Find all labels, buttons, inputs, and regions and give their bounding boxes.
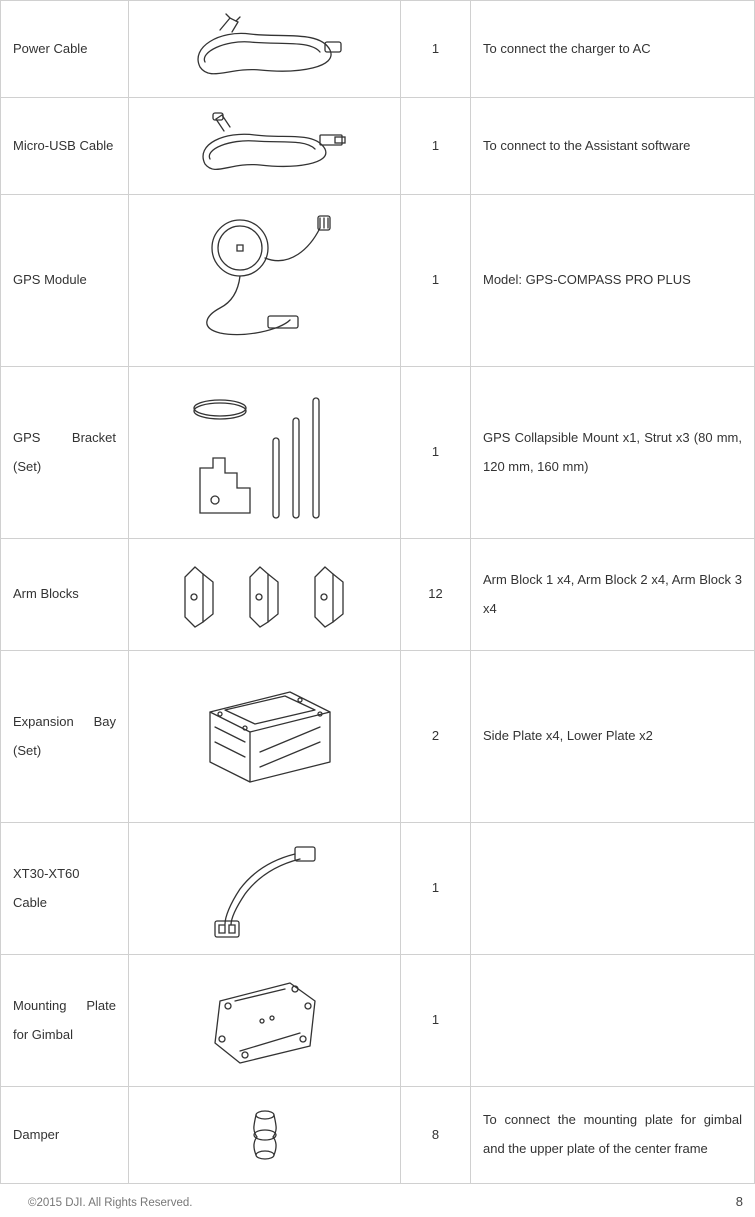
part-name-cell: GPS Bracket (Set) [1, 367, 129, 539]
page-number: 8 [736, 1194, 743, 1209]
part-name-cell: Expansion Bay (Set) [1, 651, 129, 823]
table-row: GPS Module [1, 195, 755, 367]
damper-icon [137, 1095, 392, 1175]
part-desc-cell: To connect the mounting plate for gimbal… [471, 1087, 755, 1184]
part-image-cell [129, 823, 401, 955]
part-image-cell [129, 539, 401, 651]
table-row: Damper 8 To connect the mounting plate f… [1, 1087, 755, 1184]
micro-usb-cable-icon [137, 106, 392, 186]
part-qty-cell: 1 [401, 955, 471, 1087]
part-qty-cell: 8 [401, 1087, 471, 1184]
part-desc-cell [471, 823, 755, 955]
table-row: GPS Bracket (Set) 1 [1, 367, 755, 539]
part-desc-cell: GPS Collapsible Mount x1, Strut x3 (80 m… [471, 367, 755, 539]
gimbal-mounting-plate-icon [137, 963, 392, 1078]
table-row: XT30-XT60 Cable 1 [1, 823, 755, 955]
copyright-text: ©2015 DJI. All Rights Reserved. [28, 1197, 192, 1209]
part-image-cell [129, 1, 401, 98]
part-desc-cell: Side Plate x4, Lower Plate x2 [471, 651, 755, 823]
table-row: Expansion Bay (Set) [1, 651, 755, 823]
part-desc-cell: Arm Block 1 x4, Arm Block 2 x4, Arm Bloc… [471, 539, 755, 651]
gps-module-icon [137, 203, 392, 358]
part-name-cell: Arm Blocks [1, 539, 129, 651]
part-desc-cell: To connect the charger to AC [471, 1, 755, 98]
page-footer: ©2015 DJI. All Rights Reserved. 8 [0, 1194, 755, 1217]
part-desc-cell: Model: GPS-COMPASS PRO PLUS [471, 195, 755, 367]
part-name-cell: Damper [1, 1087, 129, 1184]
xt30-xt60-cable-icon [137, 831, 392, 946]
part-image-cell [129, 651, 401, 823]
part-name-cell: GPS Module [1, 195, 129, 367]
expansion-bay-icon [137, 659, 392, 814]
part-qty-cell: 1 [401, 367, 471, 539]
part-qty-cell: 1 [401, 98, 471, 195]
part-image-cell [129, 98, 401, 195]
part-image-cell [129, 955, 401, 1087]
part-image-cell [129, 367, 401, 539]
arm-blocks-icon [137, 547, 392, 642]
part-qty-cell: 1 [401, 823, 471, 955]
table-row: Micro-USB Cable 1 To connect [1, 98, 755, 195]
power-cable-icon [137, 9, 392, 89]
part-qty-cell: 12 [401, 539, 471, 651]
parts-table: Power Cable 1 To connect the charger to … [0, 0, 755, 1184]
page-container: Power Cable 1 To connect the charger to … [0, 0, 755, 1217]
gps-bracket-icon [137, 375, 392, 530]
part-name-cell: Power Cable [1, 1, 129, 98]
part-name-cell: XT30-XT60 Cable [1, 823, 129, 955]
part-qty-cell: 2 [401, 651, 471, 823]
part-desc-cell [471, 955, 755, 1087]
part-desc-cell: To connect to the Assistant software [471, 98, 755, 195]
table-row: Mounting Plate for Gimbal 1 [1, 955, 755, 1087]
part-image-cell [129, 195, 401, 367]
part-qty-cell: 1 [401, 1, 471, 98]
part-qty-cell: 1 [401, 195, 471, 367]
part-name-cell: Micro-USB Cable [1, 98, 129, 195]
part-image-cell [129, 1087, 401, 1184]
part-name-cell: Mounting Plate for Gimbal [1, 955, 129, 1087]
table-row: Power Cable 1 To connect the charger to … [1, 1, 755, 98]
table-row: Arm Blocks [1, 539, 755, 651]
